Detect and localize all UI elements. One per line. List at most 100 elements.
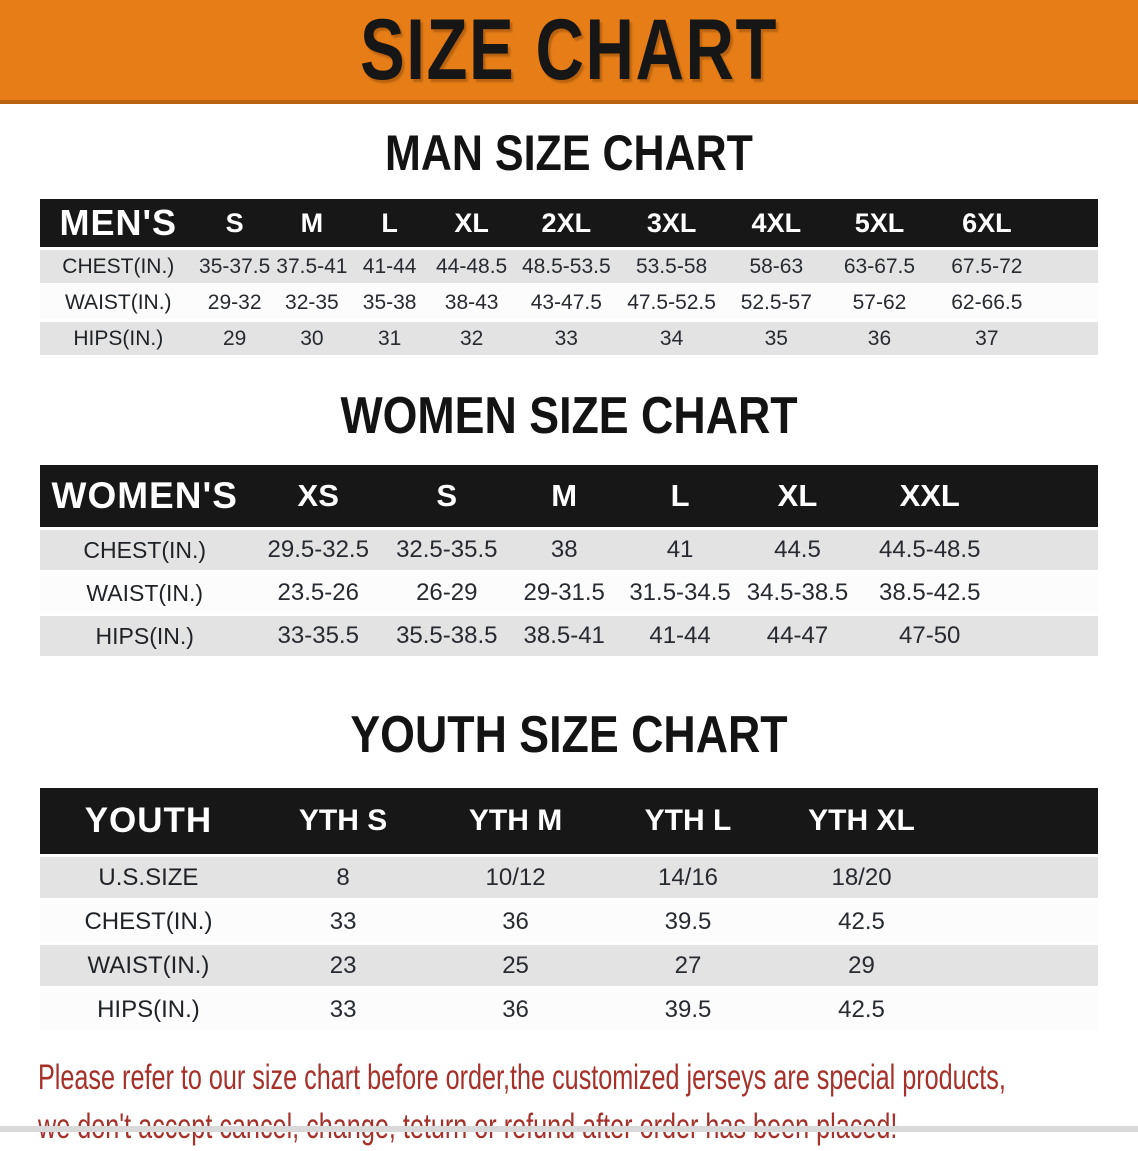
table-cell: 29-31.5 xyxy=(506,573,622,613)
table-cell: 58-63 xyxy=(725,250,828,283)
row-label: CHEST(IN.) xyxy=(40,250,197,283)
row-label: CHEST(IN.) xyxy=(40,901,257,942)
men-col-header: 4XL xyxy=(725,199,828,247)
table-cell: 38 xyxy=(506,530,622,570)
table-cell: 18/20 xyxy=(774,857,949,898)
youth-table-label: YOUTH xyxy=(40,788,257,854)
women-size-table: WOMEN'S XS S M L XL XXL CHEST(IN.) 29.5-… xyxy=(40,462,1098,659)
table-cell: 8 xyxy=(256,857,430,898)
bottom-edge-strip xyxy=(0,1126,1138,1132)
row-label: U.S.SIZE xyxy=(40,857,257,898)
table-cell: 43-47.5 xyxy=(515,286,618,319)
table-cell: 35.5-38.5 xyxy=(387,616,507,656)
table-cell: 63-67.5 xyxy=(827,250,932,283)
table-cell: 39.5 xyxy=(601,989,775,1030)
youth-header-row: YOUTH YTH S YTH M YTH L YTH XL xyxy=(40,788,1098,854)
table-cell: 32 xyxy=(428,322,515,355)
table-cell: 29.5-32.5 xyxy=(249,530,387,570)
table-cell: 42.5 xyxy=(774,901,949,942)
men-col-header: 2XL xyxy=(515,199,618,247)
women-waist-row: WAIST(IN.) 23.5-26 26-29 29-31.5 31.5-34… xyxy=(40,573,1098,613)
men-chest-row: CHEST(IN.) 35-37.5 37.5-41 41-44 44-48.5… xyxy=(40,250,1098,283)
row-label: HIPS(IN.) xyxy=(40,989,257,1030)
men-col-header: 5XL xyxy=(827,199,932,247)
men-hips-row: HIPS(IN.) 29 30 31 32 33 34 35 36 37 xyxy=(40,322,1098,355)
women-col-header-filler xyxy=(1002,465,1098,527)
women-col-header: XS xyxy=(249,465,387,527)
table-cell: 38-43 xyxy=(428,286,515,319)
table-cell-filler xyxy=(948,901,1098,942)
table-cell-filler xyxy=(1002,616,1098,656)
women-header-row: WOMEN'S XS S M L XL XXL xyxy=(40,465,1098,527)
row-label: WAIST(IN.) xyxy=(40,573,250,613)
table-cell: 33 xyxy=(256,901,430,942)
table-cell: 38.5-42.5 xyxy=(856,573,1003,613)
youth-chest-row: CHEST(IN.) 33 36 39.5 42.5 xyxy=(40,901,1098,942)
table-cell: 33 xyxy=(256,989,430,1030)
table-cell: 10/12 xyxy=(429,857,602,898)
table-cell: 29 xyxy=(196,322,273,355)
women-col-header: L xyxy=(621,465,739,527)
table-cell: 38.5-41 xyxy=(506,616,622,656)
table-cell: 41-44 xyxy=(621,616,739,656)
table-cell-filler xyxy=(1002,573,1098,613)
table-cell: 44.5-48.5 xyxy=(856,530,1003,570)
table-cell-filler xyxy=(1002,530,1098,570)
table-cell: 31 xyxy=(351,322,429,355)
table-cell: 36 xyxy=(429,901,602,942)
table-cell: 67.5-72 xyxy=(931,250,1042,283)
table-cell-filler xyxy=(948,857,1098,898)
table-cell: 44.5 xyxy=(738,530,857,570)
men-col-header: 6XL xyxy=(931,199,1042,247)
table-cell-filler xyxy=(1041,250,1098,283)
women-table-label: WOMEN'S xyxy=(40,465,250,527)
table-cell: 62-66.5 xyxy=(931,286,1042,319)
men-col-header: L xyxy=(351,199,429,247)
banner-title: SIZE CHART xyxy=(359,2,779,98)
table-cell: 32-35 xyxy=(272,286,352,319)
youth-col-header: YTH S xyxy=(256,788,430,854)
women-hips-row: HIPS(IN.) 33-35.5 35.5-38.5 38.5-41 41-4… xyxy=(40,616,1098,656)
row-label: HIPS(IN.) xyxy=(40,616,250,656)
women-col-header: M xyxy=(506,465,622,527)
women-section-title: WOMEN SIZE CHART xyxy=(340,387,798,445)
row-label: WAIST(IN.) xyxy=(40,945,257,986)
table-cell: 33 xyxy=(515,322,618,355)
men-col-header: M xyxy=(272,199,352,247)
men-col-header: 3XL xyxy=(617,199,726,247)
youth-size-table: YOUTH YTH S YTH M YTH L YTH XL U.S.SIZE … xyxy=(40,785,1098,1033)
table-cell: 47.5-52.5 xyxy=(617,286,726,319)
table-cell: 41 xyxy=(621,530,739,570)
table-cell: 23.5-26 xyxy=(249,573,387,613)
row-label: CHEST(IN.) xyxy=(40,530,250,570)
table-cell: 29 xyxy=(774,945,949,986)
table-cell: 57-62 xyxy=(827,286,932,319)
table-cell: 32.5-35.5 xyxy=(387,530,507,570)
youth-col-header-filler xyxy=(948,788,1098,854)
youth-waist-row: WAIST(IN.) 23 25 27 29 xyxy=(40,945,1098,986)
table-cell: 29-32 xyxy=(196,286,273,319)
table-cell-filler xyxy=(948,945,1098,986)
table-cell: 35 xyxy=(725,322,828,355)
table-cell: 27 xyxy=(601,945,775,986)
table-cell: 35-37.5 xyxy=(196,250,273,283)
table-cell: 36 xyxy=(429,989,602,1030)
table-cell: 23 xyxy=(256,945,430,986)
disclaimer-line-1: Please refer to our size chart before or… xyxy=(38,1058,1006,1097)
men-header-row: MEN'S S M L XL 2XL 3XL 4XL 5XL 6XL xyxy=(40,199,1098,247)
table-cell: 48.5-53.5 xyxy=(515,250,618,283)
youth-ussize-row: U.S.SIZE 8 10/12 14/16 18/20 xyxy=(40,857,1098,898)
youth-section-title: YOUTH SIZE CHART xyxy=(350,706,788,764)
table-cell: 34.5-38.5 xyxy=(738,573,857,613)
row-label: WAIST(IN.) xyxy=(40,286,197,319)
disclaimer-text: Please refer to our size chart before or… xyxy=(38,1053,1138,1151)
table-cell: 33-35.5 xyxy=(249,616,387,656)
table-cell-filler xyxy=(1041,322,1098,355)
table-cell-filler xyxy=(1041,286,1098,319)
men-col-header: XL xyxy=(428,199,515,247)
table-cell: 42.5 xyxy=(774,989,949,1030)
table-cell: 37.5-41 xyxy=(272,250,352,283)
row-label: HIPS(IN.) xyxy=(40,322,197,355)
table-cell: 31.5-34.5 xyxy=(621,573,739,613)
youth-col-header: YTH L xyxy=(601,788,775,854)
